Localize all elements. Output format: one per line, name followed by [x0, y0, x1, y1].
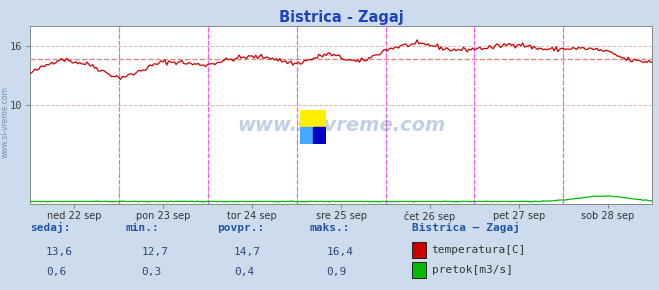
Polygon shape: [313, 127, 326, 144]
Text: 13,6: 13,6: [46, 247, 73, 257]
Text: povpr.:: povpr.:: [217, 224, 265, 233]
Text: 0,9: 0,9: [326, 267, 347, 277]
Text: www.si-vreme.com: www.si-vreme.com: [237, 117, 445, 135]
Text: 0,3: 0,3: [142, 267, 162, 277]
Text: maks.:: maks.:: [310, 224, 350, 233]
Text: 0,4: 0,4: [234, 267, 254, 277]
Text: Bistrica – Zagaj: Bistrica – Zagaj: [412, 222, 520, 233]
Text: pretok[m3/s]: pretok[m3/s]: [432, 265, 513, 276]
Text: 14,7: 14,7: [234, 247, 261, 257]
Text: sedaj:: sedaj:: [30, 222, 70, 233]
Text: 16,4: 16,4: [326, 247, 353, 257]
Text: 0,6: 0,6: [46, 267, 67, 277]
Title: Bistrica - Zagaj: Bistrica - Zagaj: [279, 10, 403, 25]
Text: 12,7: 12,7: [142, 247, 169, 257]
Polygon shape: [300, 127, 313, 144]
Polygon shape: [300, 110, 326, 127]
Text: min.:: min.:: [125, 224, 159, 233]
Text: temperatura[C]: temperatura[C]: [432, 245, 526, 255]
Text: www.si-vreme.com: www.si-vreme.com: [1, 86, 10, 158]
